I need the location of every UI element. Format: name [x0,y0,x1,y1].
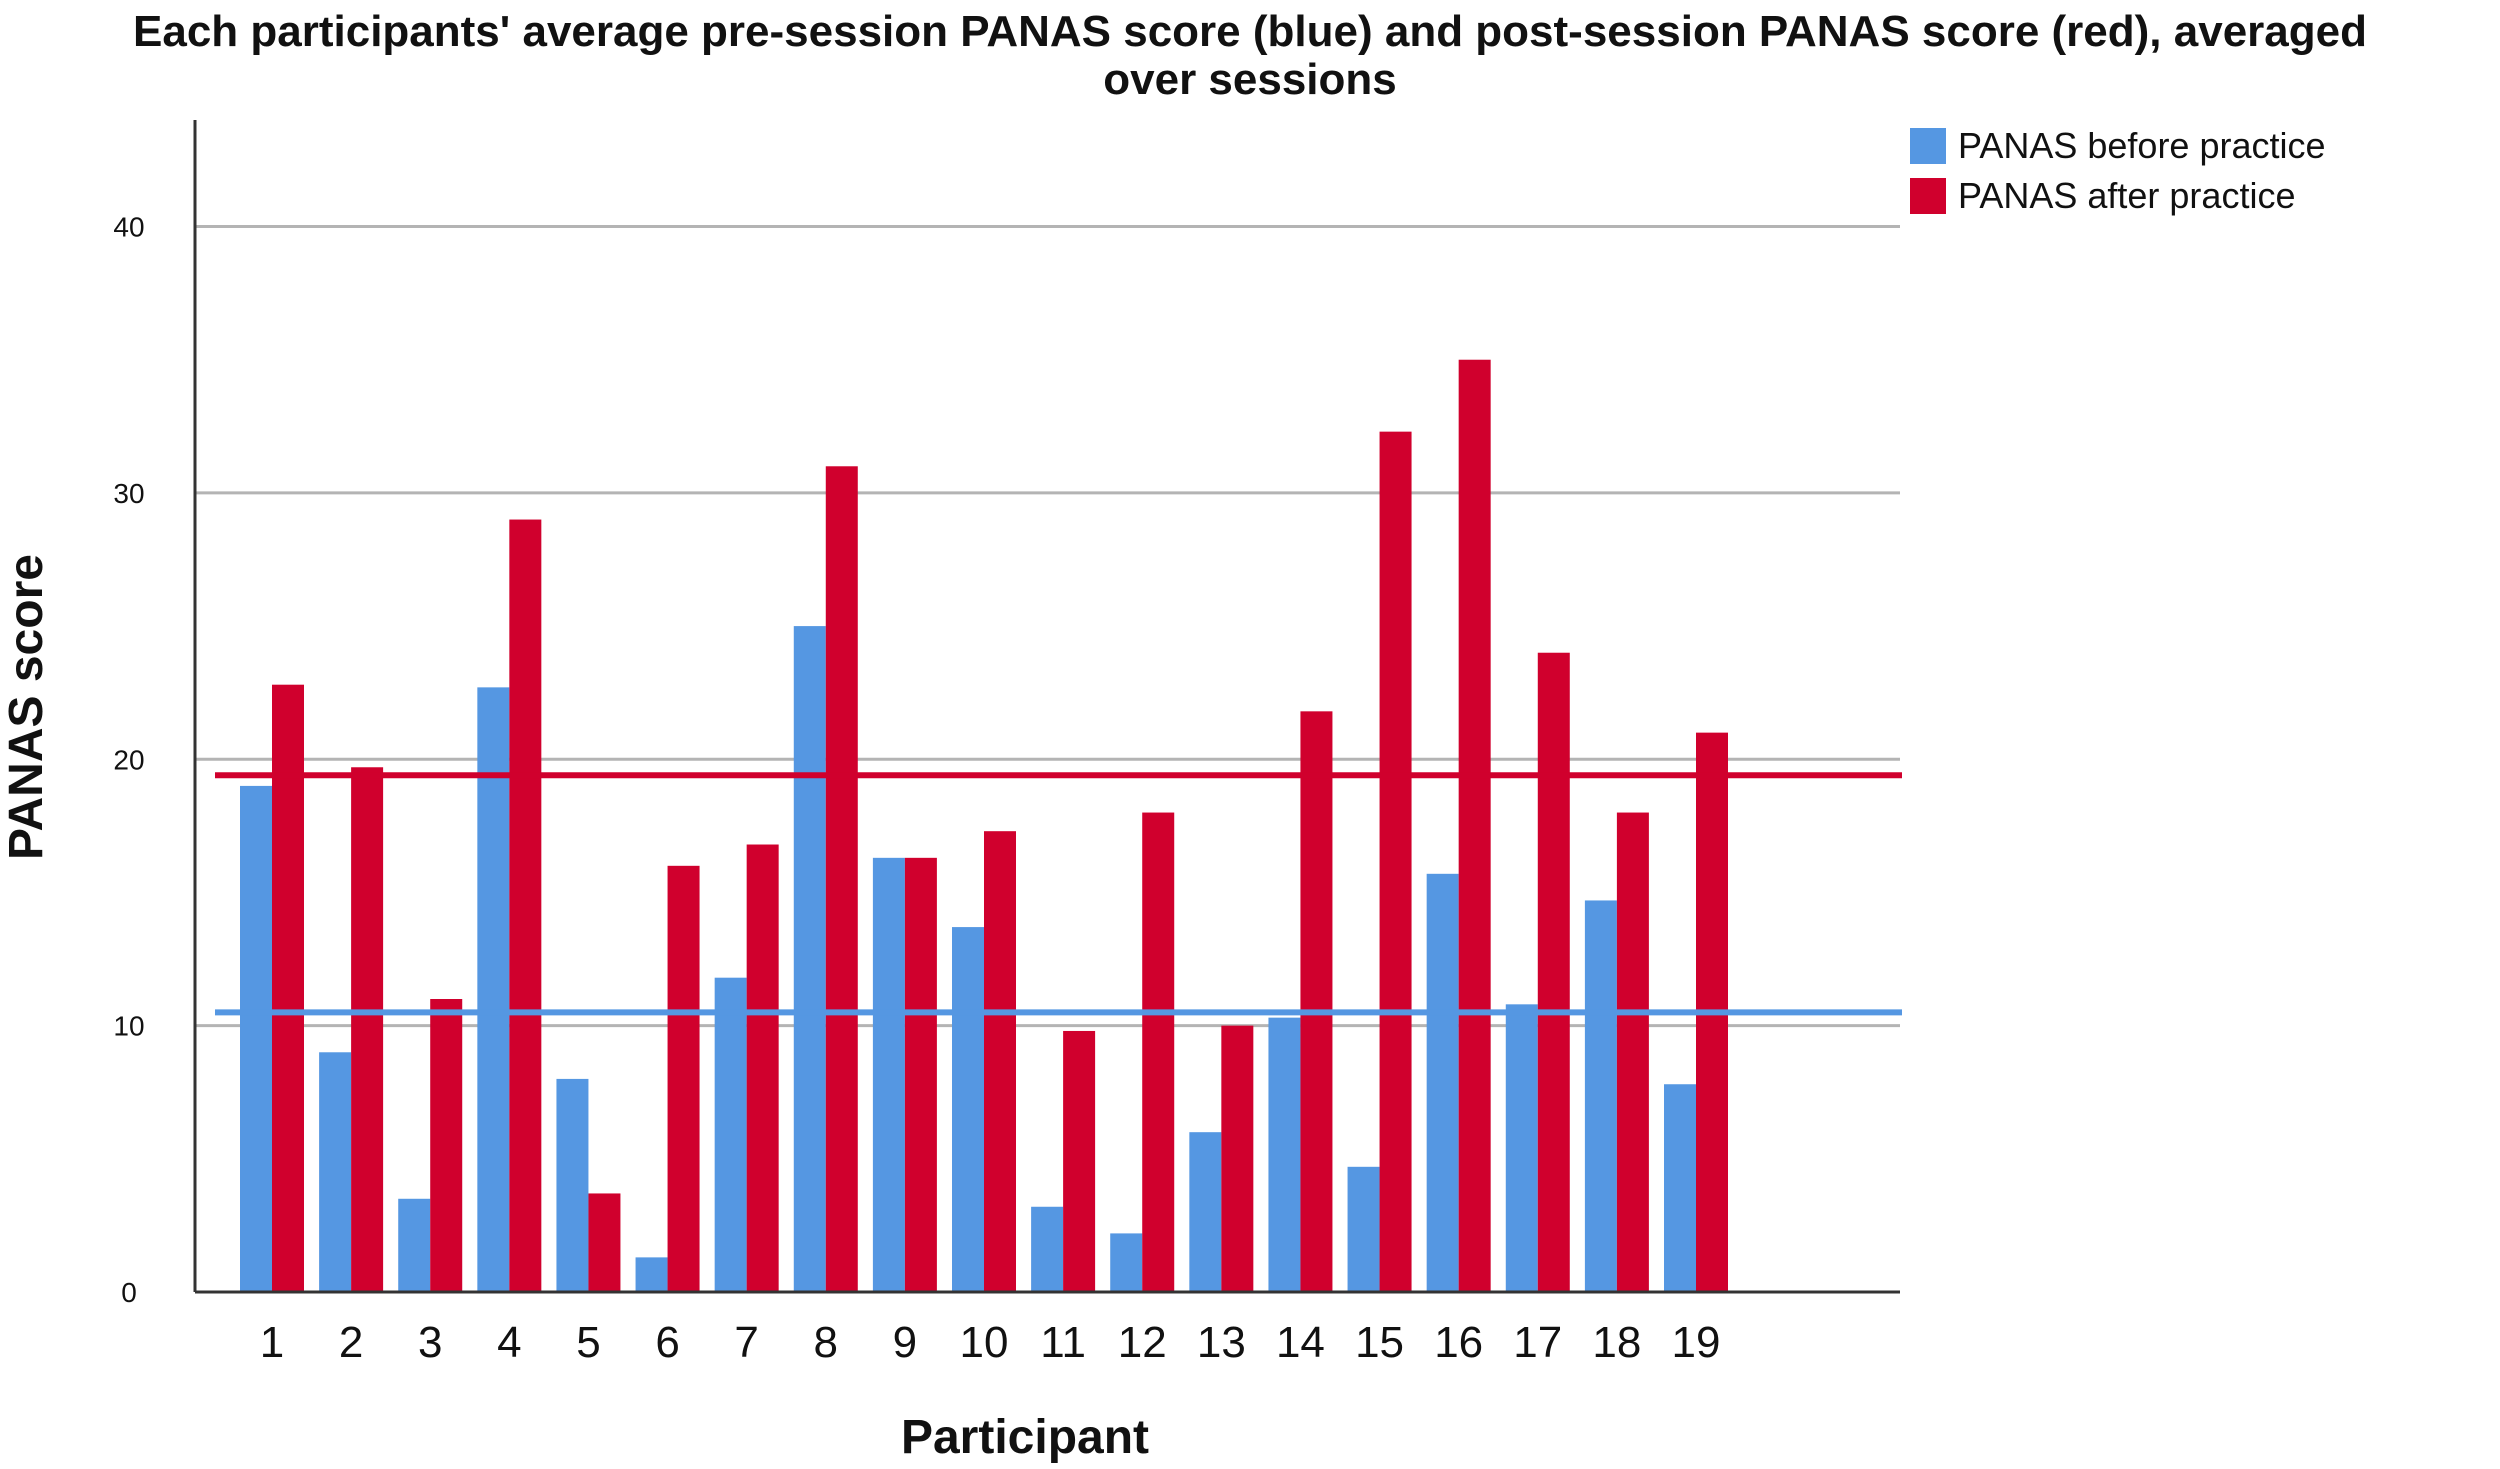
legend-swatch [1910,178,1946,214]
bar-after-p11 [1063,1030,1096,1292]
bar-before-p3 [398,1198,431,1292]
bar-before-p4 [477,687,510,1292]
bar-before-p5 [556,1078,589,1292]
bar-after-p6 [667,865,700,1292]
bar-after-p2 [351,767,384,1292]
bars [240,359,1728,1293]
x-axis-label: Participant [901,1411,1149,1464]
chart-title-line-1: Each participants' average pre-session P… [133,7,2367,56]
y-tick-label: 20 [113,744,144,775]
bar-after-p1 [272,684,304,1292]
x-tick-label: 19 [1672,1318,1721,1367]
legend-swatch [1910,128,1946,164]
bar-after-p10 [984,831,1016,1292]
x-tick-label: 18 [1592,1318,1641,1367]
x-tick-label: 13 [1197,1318,1246,1367]
x-tick-label: 17 [1513,1318,1562,1367]
x-tick-label: 3 [418,1318,442,1367]
x-tick-label: 12 [1118,1318,1167,1367]
bar-before-p8 [793,626,826,1292]
x-tick-label: 9 [893,1318,917,1367]
bar-before-p9 [872,857,905,1292]
y-tick-labels: 0 10 20 30 40 [113,212,144,1308]
mean-lines [215,772,1902,1016]
bar-before-p15 [1347,1166,1380,1292]
x-tick-label: 14 [1276,1318,1325,1367]
bar-after-p3 [430,999,463,1292]
bar-after-p7 [746,844,779,1292]
bar-before-p7 [714,977,747,1292]
x-tick-label: 11 [1040,1318,1086,1367]
bar-after-p15 [1379,431,1412,1292]
bar-after-p12 [1142,812,1175,1292]
bar-after-p8 [825,466,858,1293]
bar-after-p16 [1458,359,1491,1292]
x-tick-label: 5 [576,1318,600,1367]
bar-before-p11 [1031,1206,1064,1292]
x-tick-label: 2 [339,1318,363,1367]
legend-label: PANAS after practice [1958,175,2295,216]
legend-label: PANAS before practice [1958,125,2326,166]
bar-before-p12 [1110,1233,1143,1292]
x-tick-label: 16 [1434,1318,1483,1367]
bar-after-p5 [588,1193,621,1292]
y-tick-label: 30 [113,478,144,509]
x-tick-label: 4 [497,1318,521,1367]
bar-after-p18 [1616,812,1649,1292]
bar-before-p6 [635,1257,668,1292]
axes [193,120,1900,1294]
chart-title-line-2: over sessions [1103,55,1397,104]
bar-after-p17 [1537,652,1570,1292]
bar-before-p10 [952,927,984,1292]
bar-after-p9 [904,857,937,1292]
bar-before-p14 [1268,1017,1301,1292]
bar-before-p17 [1505,1004,1538,1292]
bar-before-p13 [1189,1132,1222,1292]
x-tick-label: 1 [260,1318,284,1367]
x-tick-label: 7 [734,1318,758,1367]
x-tick-label: 15 [1355,1318,1404,1367]
bar-before-p2 [319,1052,352,1292]
x-tick-labels: 1 2 3 4 5 6 7 8 9 10 11 12 13 14 15 16 17 18 19 [260,1318,1721,1367]
bar-after-p4 [509,519,542,1292]
x-tick-label: 6 [655,1318,679,1367]
x-tick-label: 10 [960,1318,1009,1367]
y-tick-label: 10 [113,1011,144,1042]
y-tick-label: 0 [121,1277,137,1308]
bar-before-p19 [1664,1084,1696,1292]
bar-after-p13 [1221,1025,1254,1292]
x-tick-label: 8 [814,1318,838,1367]
legend: PANAS before practice PANAS after practic… [1910,125,2326,216]
bar-before-p18 [1584,900,1617,1292]
bar-before-p16 [1426,873,1459,1292]
bar-after-p14 [1300,711,1333,1292]
y-tick-label: 40 [113,212,144,243]
y-axis-label: PANAS score [0,554,53,860]
bar-before-p1 [240,785,272,1292]
